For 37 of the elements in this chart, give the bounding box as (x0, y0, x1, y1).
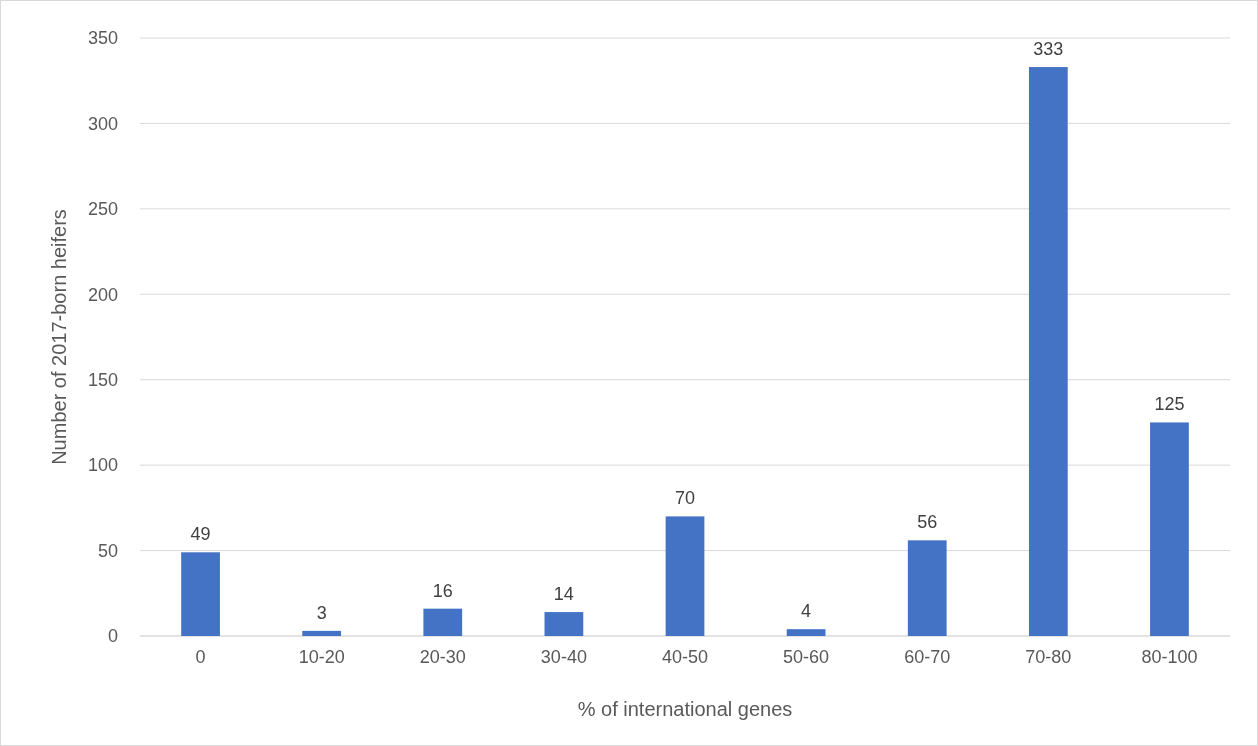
bar (302, 630, 342, 636)
x-tick-label: 60-70 (904, 647, 951, 667)
x-axis-title: % of international genes (577, 698, 793, 720)
x-tick-label: 10-20 (298, 647, 345, 667)
x-tick-label: 50-60 (783, 647, 830, 667)
data-label: 333 (1033, 39, 1064, 60)
data-label: 49 (190, 524, 211, 545)
y-tick-label: 300 (87, 113, 118, 134)
bar (423, 608, 463, 636)
y-tick-label: 100 (87, 455, 118, 476)
bar (1028, 67, 1068, 636)
data-label: 4 (801, 601, 812, 622)
x-tick-label: 70-80 (1025, 647, 1072, 667)
bar (665, 516, 705, 636)
bar (786, 629, 826, 636)
data-label: 125 (1154, 394, 1185, 415)
x-tick-label: 0 (195, 647, 206, 667)
y-tick-label: 0 (107, 626, 118, 647)
data-label: 14 (553, 584, 574, 605)
y-tick-label: 350 (87, 28, 118, 49)
y-axis-title: Number of 2017-born heifers (48, 209, 70, 465)
y-tick-label: 200 (87, 284, 118, 305)
bar (181, 552, 220, 636)
x-tick-label: 30-40 (540, 647, 587, 667)
data-label: 16 (432, 580, 453, 601)
data-label: 70 (674, 488, 696, 509)
x-tick-label: 40-50 (661, 647, 709, 667)
bar (544, 612, 584, 636)
y-tick-label: 50 (97, 540, 118, 561)
y-tick-label: 250 (87, 199, 118, 220)
x-tick-label: 20-30 (419, 647, 466, 667)
bar (907, 540, 947, 636)
x-tick-label: 80-100 (1141, 647, 1198, 667)
data-label: 3 (316, 602, 327, 623)
data-label: 56 (917, 512, 938, 533)
y-tick-label: 150 (87, 370, 118, 391)
bar (1150, 422, 1189, 636)
